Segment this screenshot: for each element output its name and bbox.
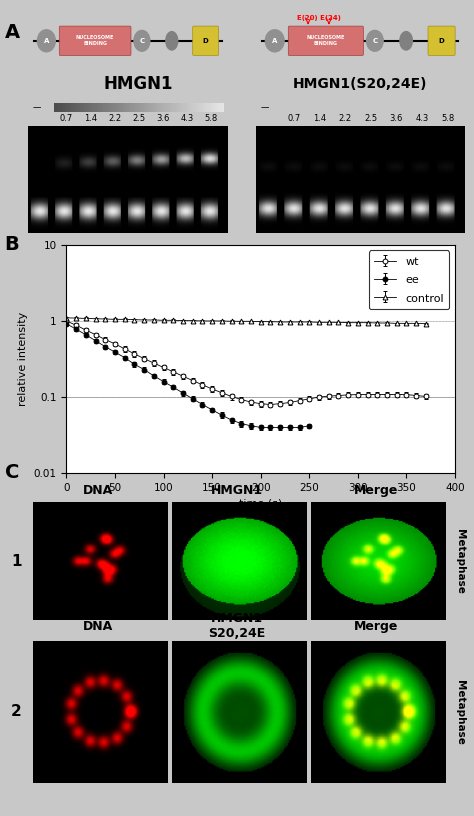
Text: B: B bbox=[5, 235, 19, 254]
Text: E(20) E(24): E(20) E(24) bbox=[297, 15, 340, 20]
Text: HMGN1
S20,24E: HMGN1 S20,24E bbox=[209, 612, 265, 641]
Text: C: C bbox=[372, 38, 377, 44]
Text: 3.6: 3.6 bbox=[390, 113, 403, 122]
Text: —: — bbox=[32, 103, 41, 112]
Text: A: A bbox=[5, 23, 20, 42]
Text: 4.3: 4.3 bbox=[415, 113, 428, 122]
FancyBboxPatch shape bbox=[192, 26, 219, 55]
Text: A: A bbox=[44, 38, 49, 44]
Ellipse shape bbox=[265, 29, 284, 51]
Text: 2.5: 2.5 bbox=[364, 113, 377, 122]
Text: Merge: Merge bbox=[354, 484, 398, 497]
Text: 2: 2 bbox=[11, 704, 22, 720]
Text: DNA: DNA bbox=[83, 620, 113, 632]
Y-axis label: relative intensity: relative intensity bbox=[18, 312, 28, 406]
Text: 1: 1 bbox=[11, 553, 22, 569]
Text: D: D bbox=[439, 38, 445, 44]
Text: D: D bbox=[203, 38, 209, 44]
Text: NUCLEOSOME
BINDING: NUCLEOSOME BINDING bbox=[307, 35, 345, 47]
Ellipse shape bbox=[366, 30, 383, 51]
Text: 0.7: 0.7 bbox=[287, 113, 301, 122]
Text: 4.3: 4.3 bbox=[181, 113, 194, 122]
Text: HMGN1: HMGN1 bbox=[211, 484, 263, 497]
Text: HMGN1(S20,24E): HMGN1(S20,24E) bbox=[293, 77, 428, 91]
Text: 2.2: 2.2 bbox=[338, 113, 352, 122]
X-axis label: time (s): time (s) bbox=[239, 499, 283, 508]
FancyBboxPatch shape bbox=[288, 26, 364, 55]
Text: C: C bbox=[139, 38, 145, 44]
Text: A: A bbox=[272, 38, 277, 44]
Text: C: C bbox=[5, 463, 19, 482]
Text: DNA: DNA bbox=[83, 484, 113, 497]
Text: NUCLEOSOME
BINDING: NUCLEOSOME BINDING bbox=[76, 35, 114, 47]
Text: 5.8: 5.8 bbox=[441, 113, 454, 122]
Text: 5.8: 5.8 bbox=[205, 113, 218, 122]
Ellipse shape bbox=[37, 29, 55, 51]
Ellipse shape bbox=[134, 30, 150, 51]
Text: HMGN1: HMGN1 bbox=[103, 75, 173, 93]
Text: 1.4: 1.4 bbox=[313, 113, 326, 122]
Text: Merge: Merge bbox=[354, 620, 398, 632]
Ellipse shape bbox=[400, 32, 412, 50]
Legend: wt, ee, control: wt, ee, control bbox=[369, 251, 449, 309]
Text: 2.5: 2.5 bbox=[132, 113, 146, 122]
Ellipse shape bbox=[166, 32, 178, 50]
Text: Metaphase: Metaphase bbox=[455, 680, 465, 744]
FancyBboxPatch shape bbox=[59, 26, 131, 55]
Text: 3.6: 3.6 bbox=[156, 113, 170, 122]
Text: 1.4: 1.4 bbox=[84, 113, 97, 122]
Text: Metaphase: Metaphase bbox=[455, 529, 465, 593]
Text: 2.2: 2.2 bbox=[108, 113, 121, 122]
Text: 0.7: 0.7 bbox=[60, 113, 73, 122]
Text: —: — bbox=[260, 103, 268, 112]
FancyBboxPatch shape bbox=[428, 26, 455, 55]
